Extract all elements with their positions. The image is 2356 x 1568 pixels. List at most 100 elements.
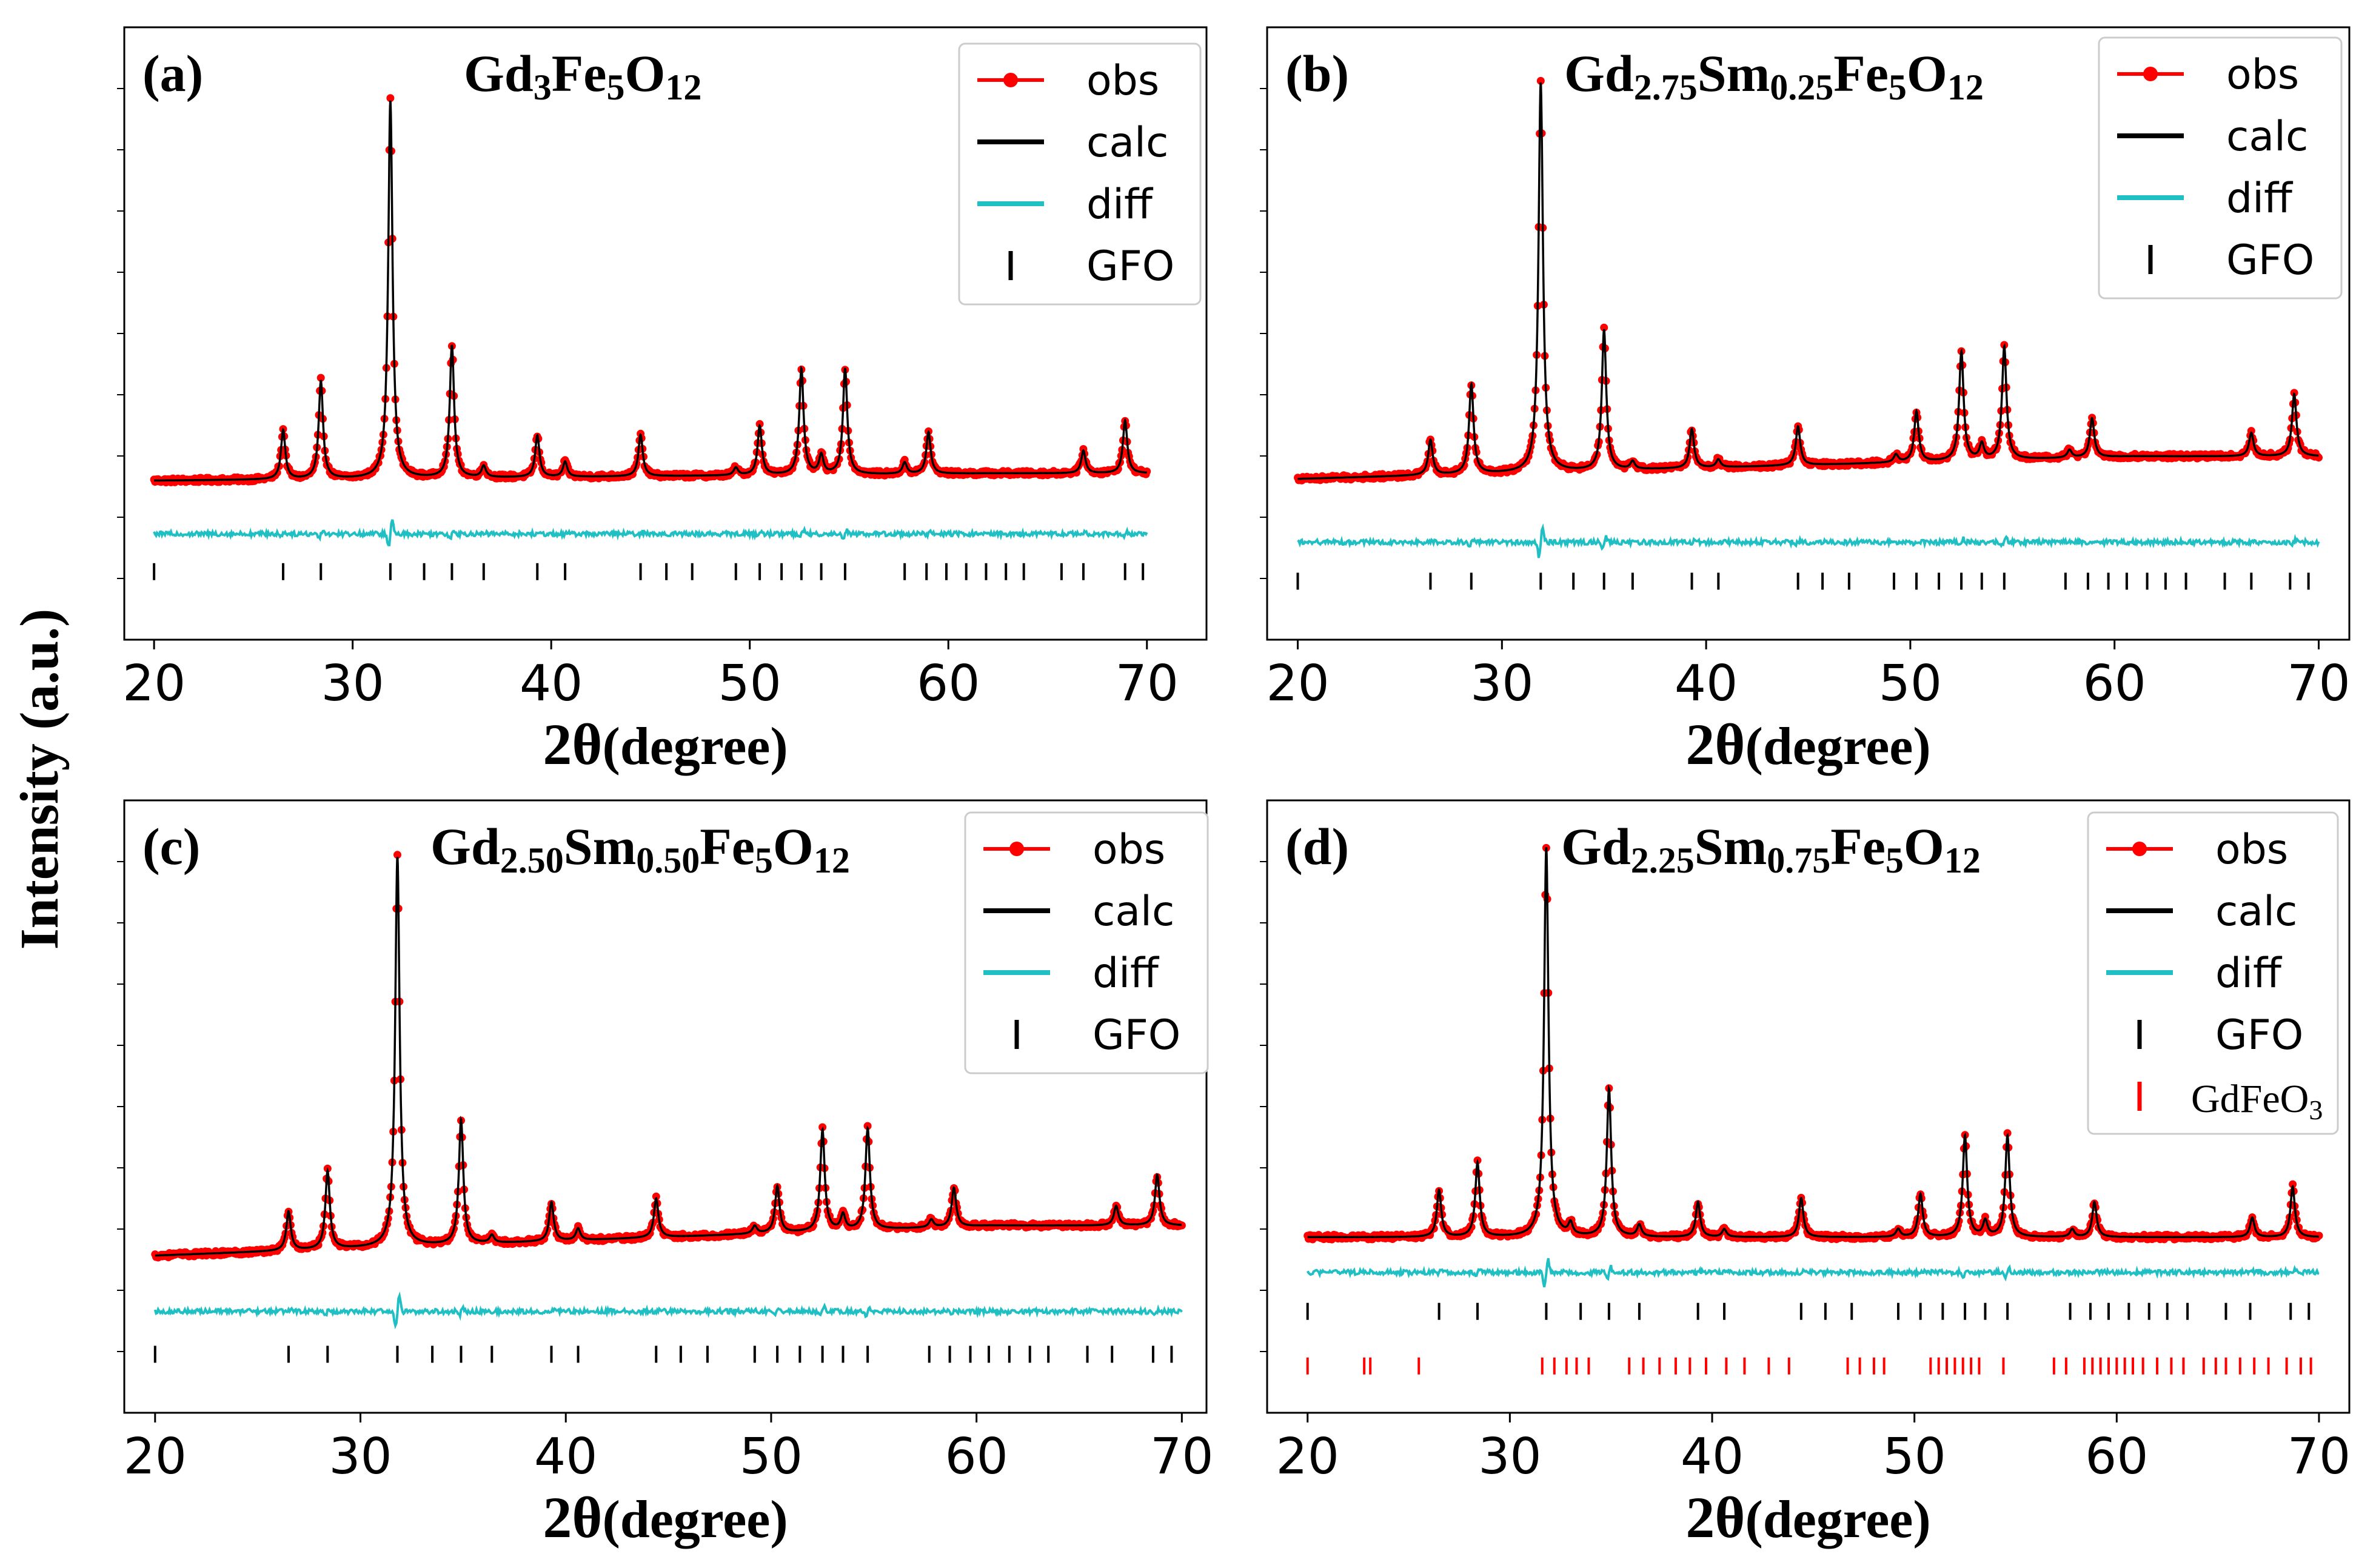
panel-d-title-element: Gd [1561, 817, 1631, 876]
panel-c-obs-point [818, 1123, 827, 1131]
panel-c-legend-obs-marker [1009, 842, 1024, 856]
panel-b-legend-box [2098, 36, 2343, 300]
panel-d-x-tick-label: 70 [2287, 1428, 2351, 1486]
panel-c-obs-point [863, 1122, 872, 1130]
panel-a-title-subscript: 5 [606, 67, 624, 107]
panel-a-legend-label: GFO [1086, 243, 1174, 290]
panel-c-obs-point [809, 1221, 817, 1230]
panel-d-title-element: Fe [1830, 817, 1886, 876]
panel-d-x-axis-label: 2θ(degree) [1685, 1485, 1930, 1550]
panel-a-legend-obs-marker [1003, 73, 1018, 87]
panel-a-x-tick-label: 20 [122, 655, 186, 712]
panel-d: 20 30 40 50 60 70 2θ(degree) (d) Gd2.25Sm0.75Fe5… [1260, 799, 2351, 1550]
panel-b-legend-obs-marker [2143, 67, 2158, 81]
panel-b-title-element: Fe [1833, 44, 1889, 102]
panel-a-x-axis-label: 2θ(degree) [543, 712, 788, 777]
panel-a-legend-label: obs [1086, 57, 1159, 105]
panel-d-title: Gd2.25Sm0.75Fe5O12 [1561, 817, 1981, 880]
panel-b-title: Gd2.75Sm0.25Fe5O12 [1564, 44, 1984, 107]
panel-c-x-tick-label: 40 [534, 1428, 597, 1486]
panel-a-legend-box [958, 42, 1202, 306]
panel-d-legend-label: GFO [2215, 1011, 2303, 1059]
panel-a-x-tick-label: 60 [917, 655, 980, 712]
panel-c-title-element: O [773, 817, 814, 876]
panel-a-title-element: Fe [552, 44, 607, 102]
panel-b-title-subscript: 2.75 [1634, 67, 1698, 107]
panel-b-obs-point [1536, 76, 1545, 85]
panel-b-title-subscript: 5 [1889, 67, 1907, 107]
panel-c-title-subscript: 0.50 [636, 840, 700, 880]
panel-b-x-tick-label: 70 [2287, 655, 2350, 712]
panel-d-letter: (d) [1285, 817, 1349, 876]
panel-c-title-subscript: 2.50 [500, 840, 564, 880]
panel-b-x-axis-unit: (degree) [1745, 717, 1930, 776]
panel-c-title: Gd2.50Sm0.50Fe5O12 [430, 817, 850, 880]
panel-b-calc-line [1297, 82, 2319, 480]
panel-a: 20 30 40 50 60 70 2θ(degree) (a) Gd3Fe5O12 obs cal… [117, 26, 1208, 777]
panel-b-x-axis-label: 2θ(degree) [1685, 712, 1930, 777]
panel-a-calc-line [154, 100, 1147, 482]
panel-a-title-subscript: 12 [665, 67, 701, 107]
panel-d-title-element: Sm [1695, 817, 1767, 876]
panel-b-x-axis-theta: 2θ [1685, 712, 1745, 777]
panel-b-x-tick-label: 20 [1266, 655, 1329, 712]
panel-b-x-tick-label: 60 [2083, 655, 2146, 712]
panel-a-letter: (a) [142, 44, 203, 102]
panel-b-diff-line [1297, 523, 2320, 558]
panel-a-legend-label: diff [1086, 181, 1154, 229]
panel-b-title-element: O [1907, 44, 1947, 102]
panel-b-title-element: Sm [1698, 44, 1770, 102]
panel-c-letter: (c) [142, 817, 200, 876]
panel-a-title-element: Gd [464, 44, 534, 102]
panel-a-x-tick-label: 40 [520, 655, 583, 712]
panel-a-x-tick-label: 50 [718, 655, 781, 712]
panel-d-legend-label: GdFeO3 [2191, 1077, 2323, 1125]
panel-a-legend-label: calc [1086, 119, 1168, 167]
panel-b-obs-point [2247, 427, 2255, 435]
panel-c-legend-box [964, 811, 1209, 1074]
panel-d-x-tick-label: 50 [1882, 1428, 1946, 1486]
panel-c-x-tick-label: 30 [329, 1428, 392, 1486]
panel-c-x-tick-label: 20 [124, 1428, 187, 1486]
panel-d-title-subscript: 5 [1886, 840, 1904, 880]
panel-d-x-axis-unit: (degree) [1745, 1490, 1930, 1549]
panel-c-title-subscript: 5 [755, 840, 773, 880]
panel-c-obs-point [652, 1192, 660, 1201]
panel-d-legend-obs-marker [2132, 842, 2147, 856]
panel-a-title-subscript: 3 [534, 67, 552, 107]
panel-d-x-tick-label: 60 [2085, 1428, 2148, 1486]
panel-a-obs-point [755, 420, 764, 428]
panel-c-diff-line [153, 1291, 1183, 1330]
panel-b-x-tick-label: 30 [1470, 655, 1533, 712]
panel-a-x-tick-label: 30 [321, 655, 384, 712]
panel-c-x-axis-unit: (degree) [602, 1490, 788, 1549]
panel-c-legend-label: diff [1093, 950, 1160, 997]
panel-c-x-axis-label: 2θ(degree) [543, 1485, 788, 1550]
panel-c-title-element: Sm [564, 817, 636, 876]
panel-d-legend-label-sub: 3 [2309, 1094, 2323, 1125]
panel-b-ticks-gfo [1296, 572, 2310, 590]
panel-a-title-element: O [624, 44, 665, 102]
panel-d-legend-label-main: GdFeO [2191, 1077, 2309, 1121]
panel-d-title-subscript: 0.75 [1767, 840, 1830, 880]
panel-c-calc-line [155, 857, 1182, 1257]
panel-c-title-subscript: 12 [814, 840, 850, 880]
panel-b: 20 30 40 50 60 70 2θ(degree) (b) Gd2.75Sm0.25Fe5… [1260, 26, 2351, 777]
panel-b-legend-label: obs [2226, 51, 2299, 99]
panel-d-x-axis-theta: 2θ [1685, 1485, 1745, 1550]
panel-a-x-axis-theta: 2θ [543, 712, 602, 777]
panel-c-legend-label: GFO [1093, 1011, 1180, 1059]
panel-b-title-subscript: 0.25 [1770, 67, 1833, 107]
panel-d-legend-label: calc [2215, 888, 2297, 936]
panel-c-legend-label: calc [1093, 888, 1174, 936]
panel-a-obs-point [386, 94, 395, 102]
panel-d-legend-label: diff [2215, 950, 2283, 997]
panel-a-ticks-gfo [153, 563, 1145, 580]
panel-c-x-tick-label: 60 [945, 1428, 1008, 1486]
panel-c-legend-label: obs [1093, 826, 1165, 874]
panel-c-title-element: Gd [430, 817, 500, 876]
panel-a-title: Gd3Fe5O12 [464, 44, 701, 107]
panel-a-x-axis-unit: (degree) [602, 717, 788, 776]
panel-a-x-tick-label: 70 [1116, 655, 1179, 712]
panel-d-title-subscript: 2.25 [1631, 840, 1695, 880]
